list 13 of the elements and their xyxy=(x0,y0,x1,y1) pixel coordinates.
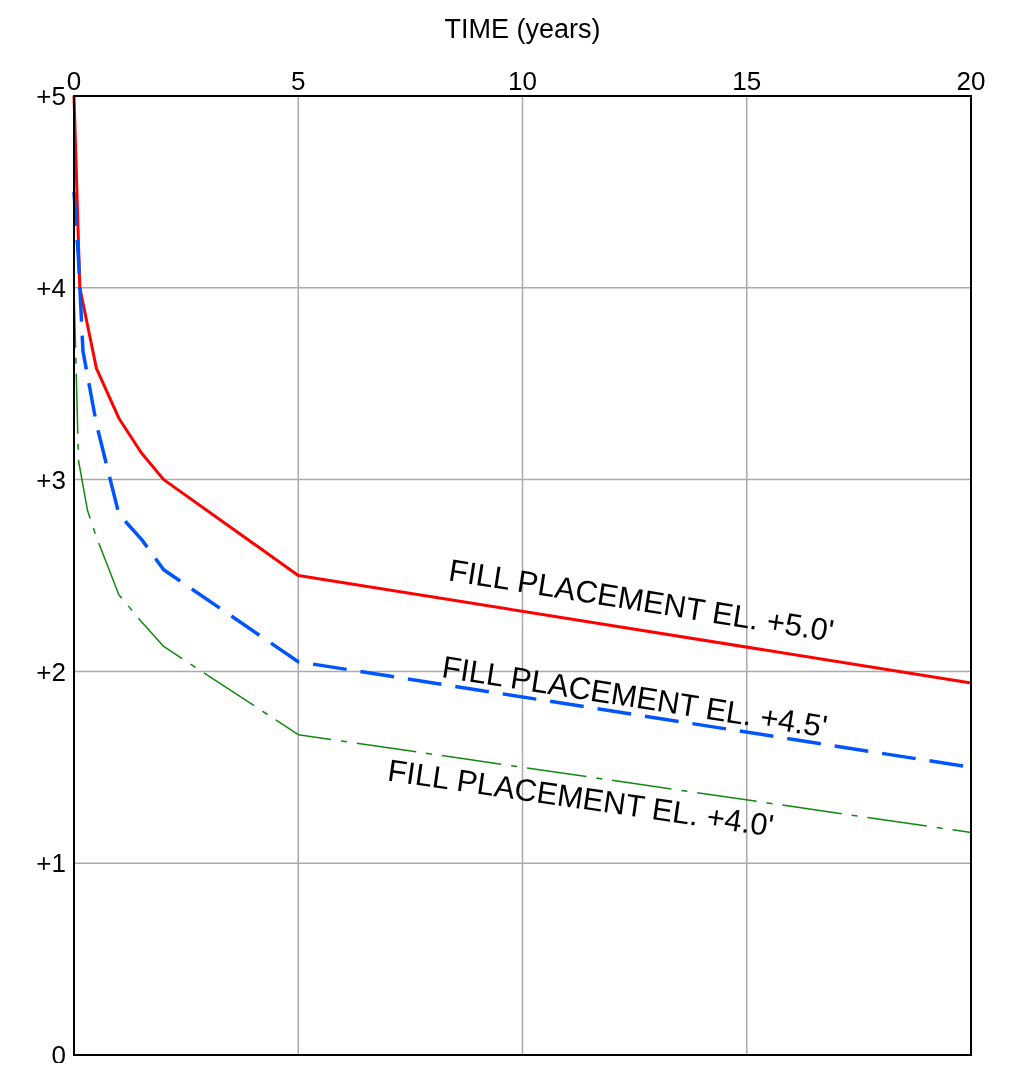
x-tick-label: 5 xyxy=(291,66,306,96)
text: FILL PLACEMENT EL. +4.0' xyxy=(385,752,776,844)
y-tick-label: +2 xyxy=(36,656,66,687)
text: FILL PLACEMENT EL. +4.5' xyxy=(439,649,830,745)
y-tick-label: +4 xyxy=(36,272,66,303)
text: FILL PLACEMENT EL. +5.0' xyxy=(446,552,837,649)
y-tick-label: +5 xyxy=(36,81,66,112)
x-tick-label: 10 xyxy=(508,66,537,96)
y-tick-label: +1 xyxy=(36,848,66,879)
x-tick-label: 15 xyxy=(732,66,762,96)
x-tick-label: 20 xyxy=(956,66,986,96)
y-tick-label: +3 xyxy=(36,464,66,495)
x-axis-title: TIME (years) xyxy=(444,14,601,44)
